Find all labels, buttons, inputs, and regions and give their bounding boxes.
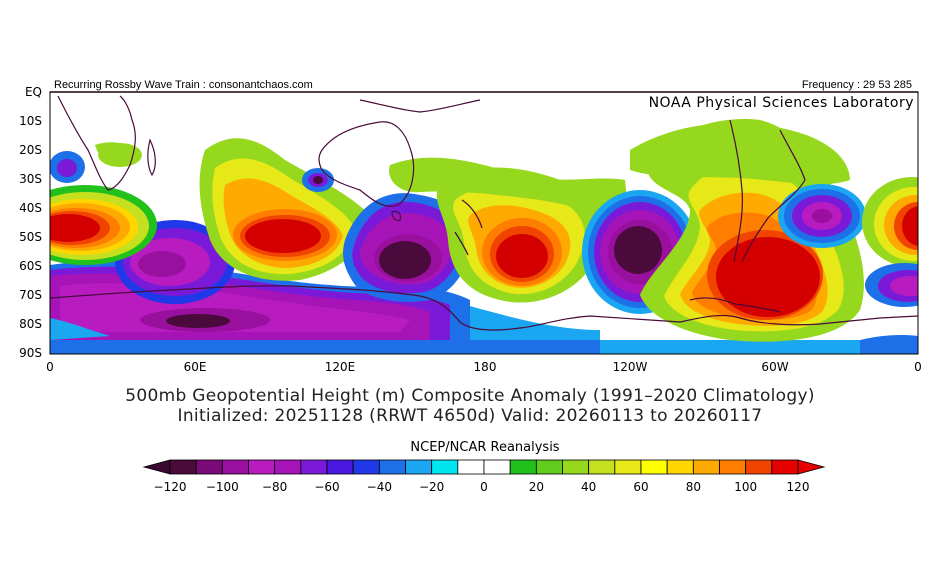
lon-label: 0: [46, 360, 54, 374]
new-zealand: [454, 199, 483, 256]
colorbar-swatch: [719, 459, 747, 475]
lon-label: 120W: [612, 360, 648, 374]
lon-label: 60W: [761, 360, 789, 374]
positive-center-west: [50, 185, 157, 265]
madagascar: [147, 138, 156, 177]
colorbar-swatch: [745, 459, 773, 475]
lat-label: 60S: [19, 259, 42, 273]
colorbar-swatch: [483, 459, 511, 475]
colorbar-swatch: [614, 459, 642, 475]
lon-label: 120E: [324, 360, 356, 374]
colorbar-swatch: [248, 459, 276, 475]
colorbar-swatch: [509, 459, 537, 475]
australia-coast: [318, 121, 415, 207]
colorbar-swatch: [169, 459, 197, 475]
lon-label: 0: [914, 360, 922, 374]
positive-center-90e: [199, 138, 371, 281]
tasmania: [391, 210, 402, 222]
colorbar-tick-label: 20: [528, 480, 544, 494]
header-left-text: Recurring Rossby Wave Train : consonantc…: [54, 79, 313, 91]
anomaly-fields: [50, 119, 918, 354]
negative-east-edge-70s: [865, 263, 918, 307]
colorbar-swatch: [195, 459, 223, 475]
map-title-line1: 500mb Geopotential Height (m) Composite …: [125, 386, 815, 406]
colorbar-tick-label: −20: [418, 480, 445, 494]
colorbar-swatch: [274, 459, 302, 475]
lat-label: 20S: [19, 143, 42, 157]
colorbar-swatch: [562, 459, 590, 475]
colorbar-tick-label: −60: [314, 480, 340, 494]
organization-label: NOAA Physical Sciences Laboratory: [648, 95, 914, 111]
colorbar-tick-label: 60: [633, 480, 649, 494]
lon-label: 60E: [183, 360, 207, 374]
lat-label: 90S: [19, 346, 42, 360]
colorbar-tick-label: 80: [685, 480, 701, 494]
lat-label: 10S: [19, 114, 42, 128]
colorbar-tick-label: −80: [261, 480, 288, 494]
colorbar-tick-label: 100: [734, 480, 758, 494]
south-america-west: [729, 119, 743, 263]
colorbar-swatch: [378, 459, 406, 475]
colorbar: [142, 459, 826, 475]
colorbar-swatch: [326, 459, 354, 475]
coastlines: [50, 95, 918, 331]
colorbar-swatch: [300, 459, 328, 475]
data-source-label: NCEP/NCAR Reanalysis: [410, 440, 560, 455]
colorbar-swatch: [352, 459, 380, 475]
colorbar-tick-label: −120: [153, 480, 187, 494]
colorbar-tick-label: −100: [205, 480, 239, 494]
antarctic-peninsula: [689, 297, 781, 313]
header-frequency-text: Frequency : 29 53 285: [801, 79, 912, 91]
colorbar-tick-label: 40: [581, 480, 597, 494]
colorbar-swatch: [431, 459, 459, 475]
map-title-line2: Initialized: 20251128 (RRWT 4650d) Valid…: [177, 406, 763, 426]
indonesia: [359, 99, 481, 113]
colorbar-tick-label: 0: [480, 480, 488, 494]
colorbar-arrow-high: [797, 459, 826, 475]
colorbar-tick-label: −40: [366, 480, 392, 494]
africa-coast: [57, 95, 136, 191]
south-america-east: [741, 129, 806, 263]
colorbar-swatch: [535, 459, 563, 475]
negative-center-30w: [778, 184, 866, 248]
negative-center-150e: [343, 193, 475, 302]
colorbar-swatch: [640, 459, 668, 475]
colorbar-arrow-low: [142, 459, 171, 475]
colorbar-swatch: [771, 459, 799, 475]
antarctica-coast: [50, 285, 918, 331]
lat-label: EQ: [24, 85, 42, 99]
colorbar-swatch: [692, 459, 720, 475]
colorbar-swatch: [221, 459, 249, 475]
lat-label: 40S: [19, 201, 42, 215]
lat-label: 80S: [19, 317, 42, 331]
colorbar-swatch: [588, 459, 616, 475]
lat-label: 70S: [19, 288, 42, 302]
colorbar-swatch: [405, 459, 433, 475]
colorbar-tick-label: 120: [786, 480, 810, 494]
colorbar-swatch: [666, 459, 694, 475]
colorbar-swatch: [457, 459, 485, 475]
lat-label: 50S: [19, 230, 42, 244]
positive-center-east-edge: [862, 177, 918, 267]
polar-negative-band: [50, 260, 918, 354]
map-frame: [49, 91, 919, 355]
lat-label: 30S: [19, 172, 42, 186]
lon-label: 180: [473, 360, 497, 374]
